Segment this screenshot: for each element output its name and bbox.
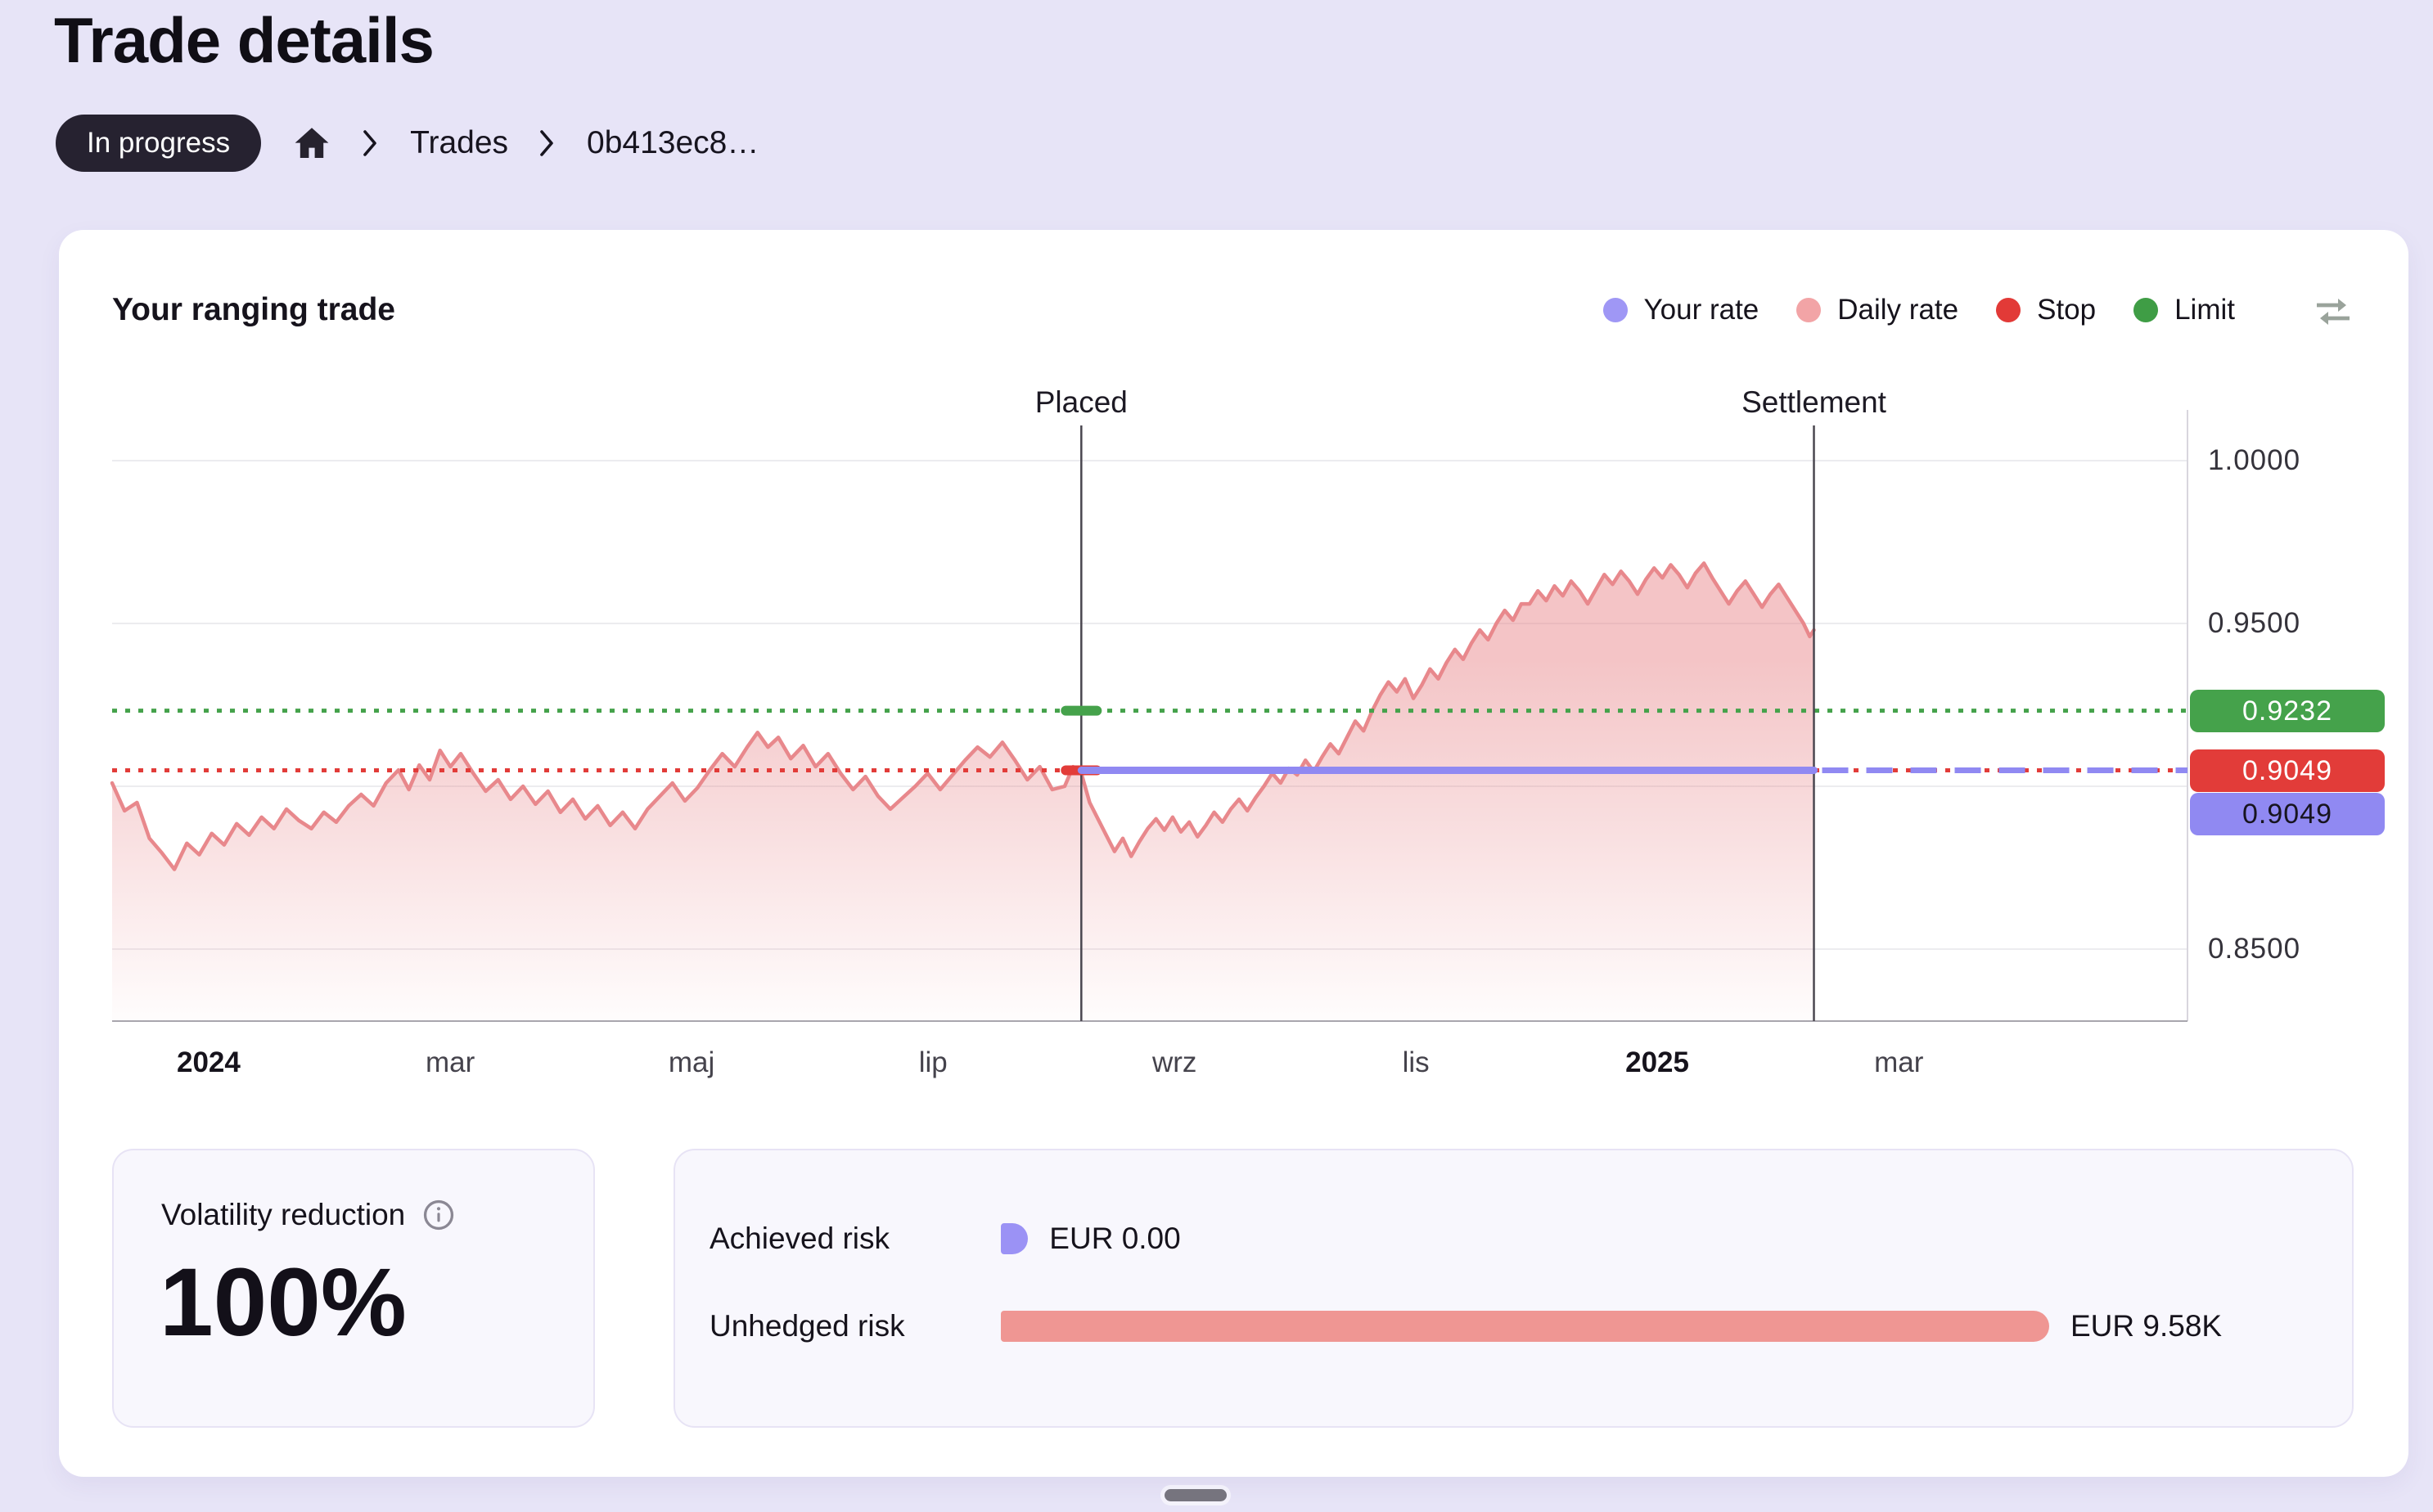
info-icon[interactable] (421, 1198, 456, 1232)
risk-card: Achieved risk EUR 0.00 Unhedged risk EUR… (674, 1149, 2354, 1428)
legend-label: Limit (2174, 294, 2235, 326)
limit-price-badge: 0.9232 (2190, 690, 2385, 732)
legend-label: Your rate (1643, 294, 1759, 326)
x-tick-label: mar (1874, 1046, 1924, 1078)
breadcrumb-trades[interactable]: Trades (410, 125, 509, 160)
volatility-label: Volatility reduction (161, 1198, 406, 1231)
legend-label: Daily rate (1837, 294, 1959, 326)
trade-chart-card: Your ranging trade Your rate Daily rate … (59, 230, 2408, 1477)
unhedged-risk-row: Unhedged risk EUR 9.58K (710, 1302, 2318, 1351)
legend-item-stop[interactable]: Stop (1996, 294, 2096, 326)
legend-item-daily-rate[interactable]: Daily rate (1796, 294, 1958, 326)
x-tick-label: lip (918, 1046, 948, 1078)
achieved-risk-value: EUR 0.00 (1049, 1222, 1181, 1255)
x-tick-label: mar (425, 1046, 475, 1078)
y-tick-0.9500: 0.9500 (2208, 607, 2301, 639)
volatility-value: 100% (160, 1249, 407, 1357)
chevron-right-icon (363, 129, 379, 157)
volatility-card: Volatility reduction 100% (112, 1149, 595, 1428)
chart-title: Your ranging trade (112, 292, 395, 327)
home-icon[interactable] (292, 124, 331, 163)
y-tick-1.0000: 1.0000 (2208, 444, 2301, 476)
x-tick-label: 2024 (176, 1046, 241, 1078)
unhedged-risk-value: EUR 9.58K (2070, 1309, 2223, 1343)
your-rate-price-badge: 0.9049 (2190, 793, 2385, 835)
event-label-settlement: Settlement (1741, 385, 1886, 419)
swap-axes-icon[interactable] (2310, 292, 2356, 331)
stop-price-badge: 0.9049 (2190, 749, 2385, 792)
x-tick-label: lis (1402, 1046, 1430, 1078)
x-tick-label: 2025 (1625, 1046, 1689, 1078)
breadcrumb-trade-id[interactable]: 0b413ec8… (587, 125, 759, 160)
achieved-risk-bar (1001, 1223, 1029, 1254)
achieved-risk-row: Achieved risk EUR 0.00 (710, 1214, 2318, 1263)
y-tick-0.8500: 0.8500 (2208, 933, 2301, 965)
page-title: Trade details (54, 4, 435, 76)
limit-dot-icon (2133, 298, 2159, 322)
x-tick-label: maj (668, 1046, 715, 1078)
your-rate-dot-icon (1602, 298, 1628, 322)
unhedged-risk-label: Unhedged risk (710, 1309, 905, 1343)
stop-dot-icon (1996, 298, 2021, 322)
event-label-placed: Placed (1034, 385, 1128, 419)
unhedged-risk-bar (1001, 1311, 2049, 1342)
chart-legend: Your rate Daily rate Stop Limit (1602, 290, 2235, 330)
legend-label: Stop (2037, 294, 2097, 326)
status-badge: In progress (56, 115, 262, 172)
chevron-right-icon (539, 129, 556, 157)
legend-item-your-rate[interactable]: Your rate (1602, 294, 1759, 326)
legend-item-limit[interactable]: Limit (2133, 294, 2235, 326)
status-badge-label: In progress (87, 127, 231, 159)
breadcrumb: In progress Trades 0b413ec8… (56, 115, 759, 172)
ranging-trade-chart[interactable] (59, 230, 2408, 1477)
drag-handle[interactable] (1165, 1489, 1227, 1501)
x-tick-label: wrz (1151, 1046, 1197, 1078)
daily-rate-dot-icon (1796, 298, 1822, 322)
achieved-risk-label: Achieved risk (710, 1222, 890, 1255)
